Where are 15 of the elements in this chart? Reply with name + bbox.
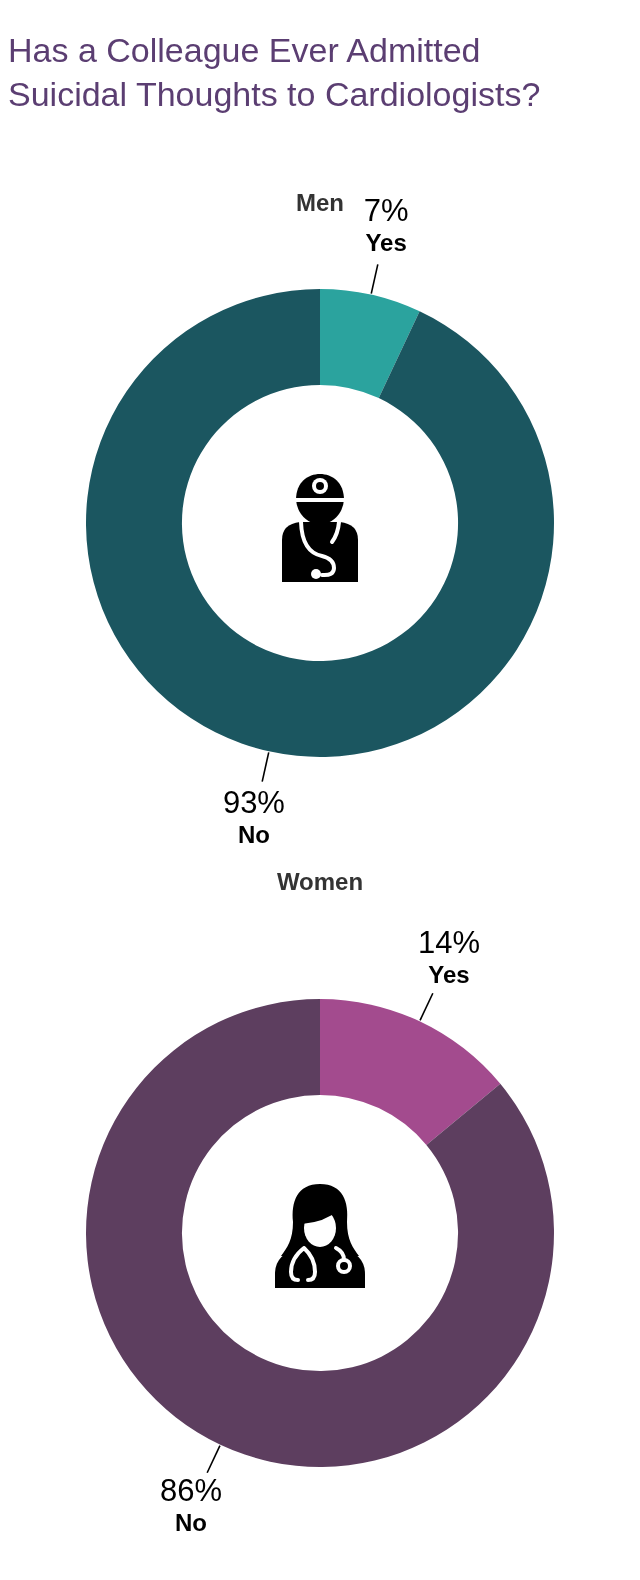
donut-slice — [86, 999, 554, 1467]
data-label: 86% — [159, 1473, 223, 1509]
data-label: 14% — [417, 924, 481, 960]
data-label: 7% — [363, 193, 409, 229]
data-label: 93% — [222, 784, 285, 820]
donut-slice — [320, 999, 501, 1145]
chart-subtitle: Men — [296, 189, 344, 216]
slice-label: No — [237, 820, 270, 848]
donut-slice — [86, 289, 554, 757]
chart-title: Has a Colleague Ever Admitted Suicidal Thoughts to Cardiologists? — [8, 31, 541, 113]
slice-label: Yes — [365, 229, 407, 257]
slice-label: No — [174, 1509, 207, 1537]
slice-label: Yes — [428, 960, 470, 988]
chart-subtitle: Women — [276, 868, 364, 895]
donut-slice — [320, 289, 420, 399]
